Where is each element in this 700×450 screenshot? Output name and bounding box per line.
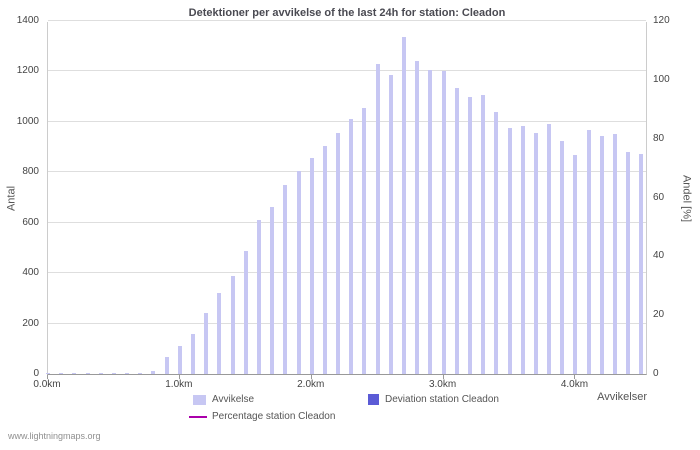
y-axis-right-ticks: 0 20 40 60 80 100 120: [651, 15, 685, 379]
y-tick-label-left: 0: [33, 368, 39, 379]
y-tick-label-left: 1400: [16, 15, 39, 26]
deviation-bar: [402, 36, 407, 374]
y-tick-label-right: 40: [653, 250, 665, 262]
legend-label-percentage-station: Percentage station Cleadon: [212, 411, 336, 422]
x-tick-label: 0.0km: [33, 379, 61, 390]
deviation-bar: [191, 333, 196, 374]
deviation-bar: [520, 126, 525, 374]
legend-swatch-percentage-line: [189, 416, 207, 418]
deviation-bar: [322, 146, 327, 374]
deviation-bar: [375, 63, 380, 374]
gridline: [48, 120, 646, 122]
y-tick-label-right: 100: [653, 73, 670, 85]
deviation-bar: [230, 275, 235, 374]
deviation-bar: [599, 135, 604, 374]
x-tick-label: 4.0km: [560, 379, 589, 390]
x-tick-mark: [47, 375, 48, 379]
deviation-bar: [454, 87, 459, 374]
deviation-bar: [296, 170, 301, 374]
y-tick-label-right: 20: [653, 309, 665, 321]
y-tick-label-left: 1000: [16, 115, 39, 127]
y-tick-label-left: 600: [22, 216, 39, 228]
deviation-bar: [494, 111, 499, 374]
gridline: [48, 70, 646, 72]
deviation-bar: [243, 250, 248, 374]
legend-swatch-deviation-station: [368, 394, 379, 405]
deviation-bar: [177, 345, 182, 374]
y-tick-label-left: 1200: [16, 65, 39, 77]
y-tick-label-left: 400: [22, 267, 39, 279]
deviation-bar: [639, 154, 644, 374]
deviation-bar: [111, 373, 116, 374]
x-tick-mark: [574, 375, 576, 379]
deviation-bar: [309, 158, 314, 374]
gridline: [48, 322, 646, 324]
legend-label-avvikelse: Avvikelse: [212, 394, 255, 405]
deviation-bar: [283, 184, 288, 374]
gridline: [48, 20, 646, 21]
deviation-bar: [481, 94, 486, 374]
y-tick-label-right: 80: [653, 132, 665, 144]
chart-title: Detektioner per avvikelse of the last 24…: [188, 7, 506, 19]
y-tick-label-left: 800: [22, 166, 39, 178]
deviation-bar: [507, 127, 512, 374]
x-tick-label: 2.0km: [297, 379, 325, 390]
gridline: [48, 171, 646, 173]
x-tick-label: 3.0km: [428, 379, 457, 390]
deviation-bar: [164, 356, 169, 374]
deviation-bar: [428, 70, 433, 374]
deviation-bar: [217, 293, 222, 374]
deviation-bar: [72, 373, 77, 374]
x-axis-ticks: 0.0km 1.0km 2.0km 3.0km 4.0km: [33, 375, 647, 393]
y-tick-label-right: 60: [653, 191, 665, 203]
gridline: [48, 272, 646, 274]
gridline: [48, 221, 646, 223]
y-tick-label-right: 0: [653, 368, 659, 379]
deviation-bar: [151, 370, 156, 374]
deviation-bar: [586, 130, 591, 374]
deviation-bar: [336, 132, 341, 374]
deviation-bar: [98, 373, 103, 374]
deviation-bar: [204, 312, 209, 374]
deviation-bar: [547, 124, 552, 374]
plot-area: [46, 20, 647, 375]
deviation-bar: [85, 373, 90, 374]
deviation-bar: [46, 372, 50, 374]
deviation-bar: [362, 107, 367, 374]
x-axis-title: Avvikelser: [597, 391, 647, 403]
legend-swatch-avvikelse: [193, 395, 206, 405]
watermark-link[interactable]: www.lightningmaps.org: [8, 431, 101, 441]
deviation-bar: [626, 152, 631, 374]
y-axis-left-ticks: 0 200 400 600 800 1000 1200 1400: [0, 15, 43, 379]
deviation-bar: [349, 119, 354, 374]
y-tick-label-right: 120: [653, 15, 670, 26]
x-tick-mark: [442, 375, 444, 379]
legend-label-deviation-station: Deviation station Cleadon: [385, 394, 499, 405]
deviation-bar: [613, 134, 618, 374]
deviation-bar: [270, 206, 275, 374]
deviation-bar: [573, 154, 578, 374]
deviation-bar: [415, 61, 420, 374]
deviation-bar: [560, 141, 565, 374]
deviation-bar: [256, 220, 261, 374]
deviation-bar: [59, 373, 64, 374]
deviation-bar: [388, 74, 393, 374]
deviation-bar: [533, 132, 538, 374]
deviation-bar: [125, 373, 130, 374]
x-tick-mark: [310, 375, 312, 379]
x-tick-label: 1.0km: [165, 379, 193, 390]
deviation-bar: [441, 71, 446, 374]
x-tick-mark: [178, 375, 180, 379]
y-tick-label-left: 200: [22, 317, 39, 329]
deviation-bar: [467, 97, 472, 374]
deviation-bar: [138, 372, 143, 374]
